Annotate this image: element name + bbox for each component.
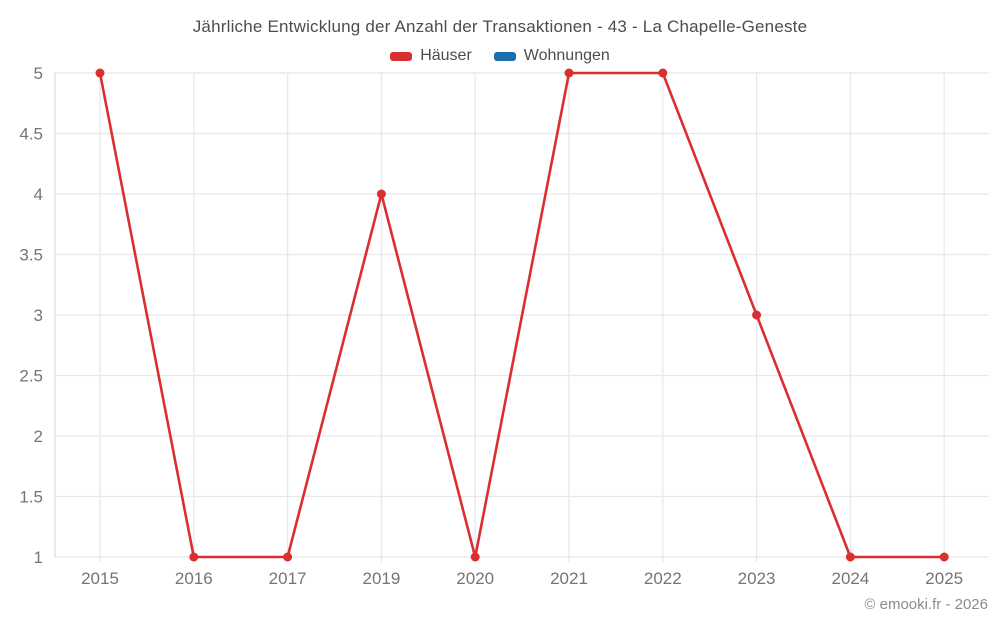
- x-axis-tick-label: 2015: [81, 569, 119, 588]
- data-point[interactable]: [376, 189, 386, 199]
- y-axis-tick-label: 4: [34, 185, 43, 204]
- data-point[interactable]: [564, 68, 574, 78]
- copyright-text: © emooki.fr - 2026: [864, 596, 988, 613]
- y-axis-tick-label: 2.5: [19, 367, 43, 386]
- x-axis-tick-label: 2023: [738, 569, 776, 588]
- x-axis-tick-label: 2021: [550, 569, 588, 588]
- wohnungen-series-swatch-icon: [493, 51, 516, 61]
- hauser-series-swatch-icon: [390, 51, 413, 61]
- chart-title: Jährliche Entwicklung der Anzahl der Tra…: [192, 17, 808, 36]
- data-point[interactable]: [752, 310, 762, 320]
- data-point[interactable]: [95, 68, 105, 78]
- y-axis-tick-label: 5: [34, 64, 43, 83]
- legend: Häuser Wohnungen: [0, 47, 1000, 65]
- y-axis-tick-label: 2: [34, 427, 43, 446]
- data-point[interactable]: [845, 552, 855, 562]
- y-axis-tick-label: 3.5: [19, 246, 43, 265]
- x-axis-tick-label: 2022: [644, 569, 682, 588]
- series-line: [98, 71, 946, 559]
- data-point[interactable]: [189, 552, 199, 562]
- x-axis-tick-label: 2020: [456, 569, 494, 588]
- data-point[interactable]: [283, 552, 293, 562]
- legend-label-wohnungen: Wohnungen: [523, 47, 610, 64]
- y-axis-tick-label: 4.5: [19, 125, 43, 144]
- legend-label-hauser: Häuser: [420, 47, 472, 64]
- x-axis-tick-label: 2019: [362, 569, 400, 588]
- y-axis-tick-label: 3: [34, 306, 43, 325]
- legend-item-wohnungen[interactable]: Wohnungen: [493, 47, 610, 65]
- legend-item-hauser[interactable]: Häuser: [390, 47, 472, 65]
- data-point[interactable]: [470, 552, 480, 562]
- y-axis-tick-label: 1: [34, 548, 43, 567]
- data-point[interactable]: [939, 552, 949, 562]
- x-axis-tick-label: 2025: [925, 569, 963, 588]
- x-axis-tick-label: 2024: [831, 569, 869, 588]
- data-point[interactable]: [658, 68, 668, 78]
- y-axis-tick-label: 1.5: [19, 488, 43, 507]
- x-axis-tick-label: 2016: [175, 569, 213, 588]
- x-axis-tick-label: 2017: [269, 569, 307, 588]
